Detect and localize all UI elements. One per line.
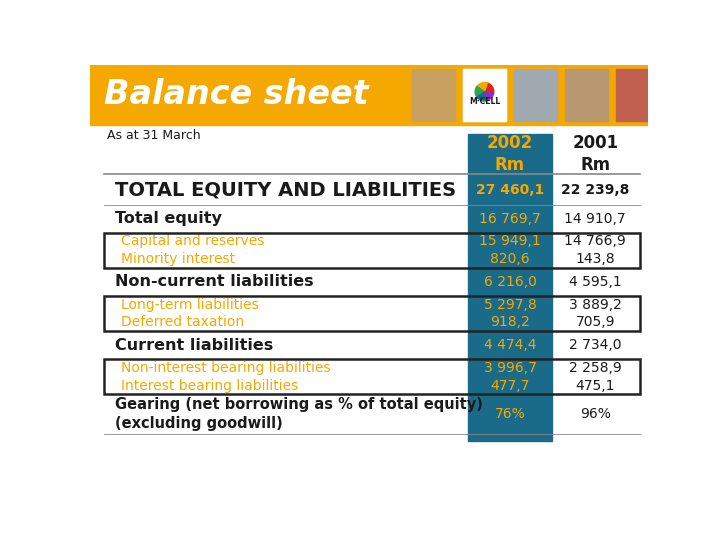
Bar bbox=[104, 394, 640, 434]
Bar bbox=[565, 69, 608, 121]
Bar bbox=[468, 394, 552, 434]
Text: M·CELL: M·CELL bbox=[469, 97, 500, 106]
Text: 5 297,8
918,2: 5 297,8 918,2 bbox=[484, 298, 536, 329]
Wedge shape bbox=[485, 83, 494, 92]
Bar bbox=[468, 233, 552, 268]
Bar bbox=[468, 205, 552, 233]
Text: Long-term liabilities
Deferred taxation: Long-term liabilities Deferred taxation bbox=[121, 298, 258, 329]
Bar bbox=[104, 296, 640, 331]
Text: 14 766,9
143,8: 14 766,9 143,8 bbox=[564, 234, 626, 266]
Bar bbox=[104, 331, 640, 359]
Bar bbox=[90, 65, 648, 125]
Bar bbox=[104, 205, 640, 233]
Text: 76%: 76% bbox=[495, 407, 526, 421]
Text: 2001
Rm: 2001 Rm bbox=[572, 134, 618, 174]
Bar bbox=[104, 233, 640, 268]
Text: 16 769,7: 16 769,7 bbox=[480, 212, 541, 226]
Wedge shape bbox=[485, 92, 494, 100]
Bar bbox=[468, 359, 552, 394]
Text: Balance sheet: Balance sheet bbox=[104, 78, 369, 111]
Text: 2 734,0: 2 734,0 bbox=[569, 338, 621, 352]
Bar bbox=[104, 233, 640, 268]
Text: 14 910,7: 14 910,7 bbox=[564, 212, 626, 226]
Bar bbox=[463, 69, 506, 121]
Bar bbox=[468, 174, 552, 205]
Bar bbox=[90, 125, 648, 481]
Bar bbox=[468, 296, 552, 331]
Bar bbox=[468, 268, 552, 296]
Bar bbox=[104, 359, 640, 394]
Text: 2 258,9
475,1: 2 258,9 475,1 bbox=[569, 361, 621, 393]
Text: 22 239,8: 22 239,8 bbox=[561, 183, 629, 197]
Text: TOTAL EQUITY AND LIABILITIES: TOTAL EQUITY AND LIABILITIES bbox=[114, 180, 456, 199]
Bar bbox=[412, 69, 455, 121]
Text: 15 949,1
820,6: 15 949,1 820,6 bbox=[480, 234, 541, 266]
Text: 4 595,1: 4 595,1 bbox=[569, 275, 621, 289]
Text: Non-current liabilities: Non-current liabilities bbox=[114, 274, 313, 289]
Wedge shape bbox=[477, 83, 487, 92]
Text: 3 889,2
705,9: 3 889,2 705,9 bbox=[569, 298, 622, 329]
Wedge shape bbox=[475, 86, 485, 97]
Bar bbox=[514, 69, 557, 121]
Bar bbox=[468, 134, 552, 174]
Bar bbox=[468, 434, 552, 441]
Text: 6 216,0: 6 216,0 bbox=[484, 275, 536, 289]
Text: Capital and reserves
Minority interest: Capital and reserves Minority interest bbox=[121, 234, 264, 266]
Text: Total equity: Total equity bbox=[114, 211, 222, 226]
Bar bbox=[104, 359, 640, 394]
Bar bbox=[104, 268, 640, 296]
Text: Current liabilities: Current liabilities bbox=[114, 338, 273, 353]
Text: 4 474,4: 4 474,4 bbox=[484, 338, 536, 352]
Bar bbox=[616, 69, 660, 121]
Bar bbox=[463, 69, 506, 121]
Text: 27 460,1: 27 460,1 bbox=[476, 183, 544, 197]
Text: 3 996,7
477,7: 3 996,7 477,7 bbox=[484, 361, 536, 393]
Text: Gearing (net borrowing as % of total equity)
(excluding goodwill): Gearing (net borrowing as % of total equ… bbox=[114, 397, 482, 431]
Wedge shape bbox=[477, 92, 487, 101]
Bar bbox=[104, 174, 640, 205]
Text: 96%: 96% bbox=[580, 407, 611, 421]
Bar bbox=[468, 331, 552, 359]
Bar bbox=[104, 296, 640, 331]
Text: As at 31 March: As at 31 March bbox=[107, 130, 201, 143]
Text: 2002
Rm: 2002 Rm bbox=[487, 134, 534, 174]
Text: Non-interest bearing liabilities
Interest bearing liabilities: Non-interest bearing liabilities Interes… bbox=[121, 361, 330, 393]
